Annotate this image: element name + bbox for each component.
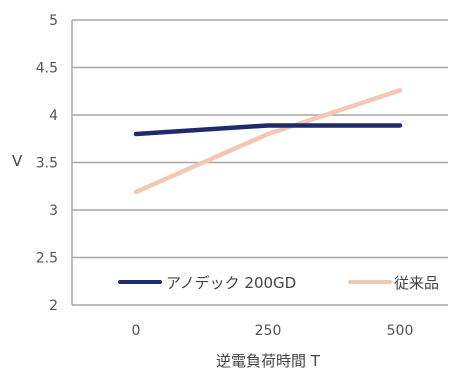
y-tick-label: 3 — [49, 203, 58, 219]
x-tick-label: 500 — [387, 323, 414, 339]
series-line-2 — [133, 88, 403, 195]
grid-lines — [71, 19, 448, 306]
y-axis-label: V — [12, 152, 23, 170]
legend-label-series-2: 従来品 — [394, 274, 439, 292]
x-tick-label: 250 — [255, 323, 282, 339]
y-tick-label: 3.5 — [36, 156, 58, 172]
y-tick-label: 2.5 — [36, 251, 58, 267]
legend-label-series-1: アノデック 200GD — [166, 274, 296, 292]
series-line-1 — [133, 123, 403, 137]
y-axis-ticks: 2 2.5 3 3.5 4 4.5 5 — [36, 13, 58, 314]
x-axis-label: 逆電負荷時間 T — [216, 352, 321, 370]
x-tick-label: 0 — [132, 323, 141, 339]
y-tick-label: 4.5 — [36, 61, 58, 77]
y-tick-label: 5 — [49, 13, 58, 29]
series-lines — [133, 88, 403, 195]
legend: アノデック 200GD 従来品 — [118, 274, 439, 292]
y-tick-label: 4 — [49, 108, 58, 124]
x-axis-ticks: 0 250 500 — [132, 323, 414, 339]
y-tick-label: 2 — [49, 298, 58, 314]
